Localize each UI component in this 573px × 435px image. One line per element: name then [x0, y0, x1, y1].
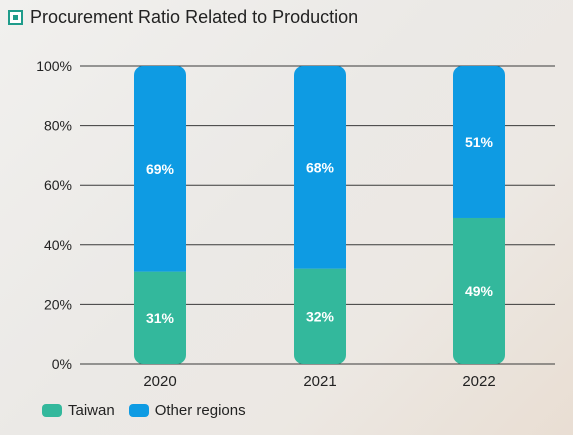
chart-header: Procurement Ratio Related to Production	[8, 6, 358, 28]
bar-segment-taiwan	[294, 268, 346, 364]
bar-segment-taiwan	[453, 217, 505, 364]
bar-segment-other-regions	[134, 66, 186, 272]
y-tick-label: 100%	[36, 58, 72, 74]
legend-item-other-regions: Other regions	[128, 402, 246, 419]
y-tick-label: 60%	[44, 177, 72, 193]
legend-label-taiwan: Taiwan	[68, 402, 115, 419]
data-label: 69%	[146, 161, 175, 177]
data-label: 32%	[306, 308, 335, 324]
data-label: 31%	[146, 310, 175, 326]
y-tick-label: 20%	[44, 296, 72, 312]
legend-swatch-other-regions	[128, 404, 149, 417]
y-tick-label: 0%	[52, 356, 72, 372]
bar-segment-other-regions	[294, 66, 346, 269]
square-bullet-icon	[8, 9, 23, 25]
x-tick-label: 2020	[143, 373, 176, 390]
legend-swatch-taiwan	[42, 404, 62, 417]
legend: Taiwan Other regions	[42, 402, 260, 419]
data-label: 51%	[465, 134, 494, 150]
y-tick-label: 80%	[44, 118, 72, 134]
y-tick-label: 40%	[44, 237, 72, 253]
legend-item-taiwan: Taiwan	[42, 402, 115, 419]
x-tick-label: 2021	[303, 373, 336, 390]
data-label: 49%	[465, 283, 494, 299]
bar-segment-taiwan	[134, 271, 186, 364]
data-label: 68%	[306, 159, 335, 175]
legend-label-other-regions: Other regions	[154, 402, 246, 419]
chart-title: Procurement Ratio Related to Production	[30, 6, 359, 27]
x-tick-label: 2022	[462, 373, 495, 390]
bar-segment-other-regions	[453, 66, 505, 218]
